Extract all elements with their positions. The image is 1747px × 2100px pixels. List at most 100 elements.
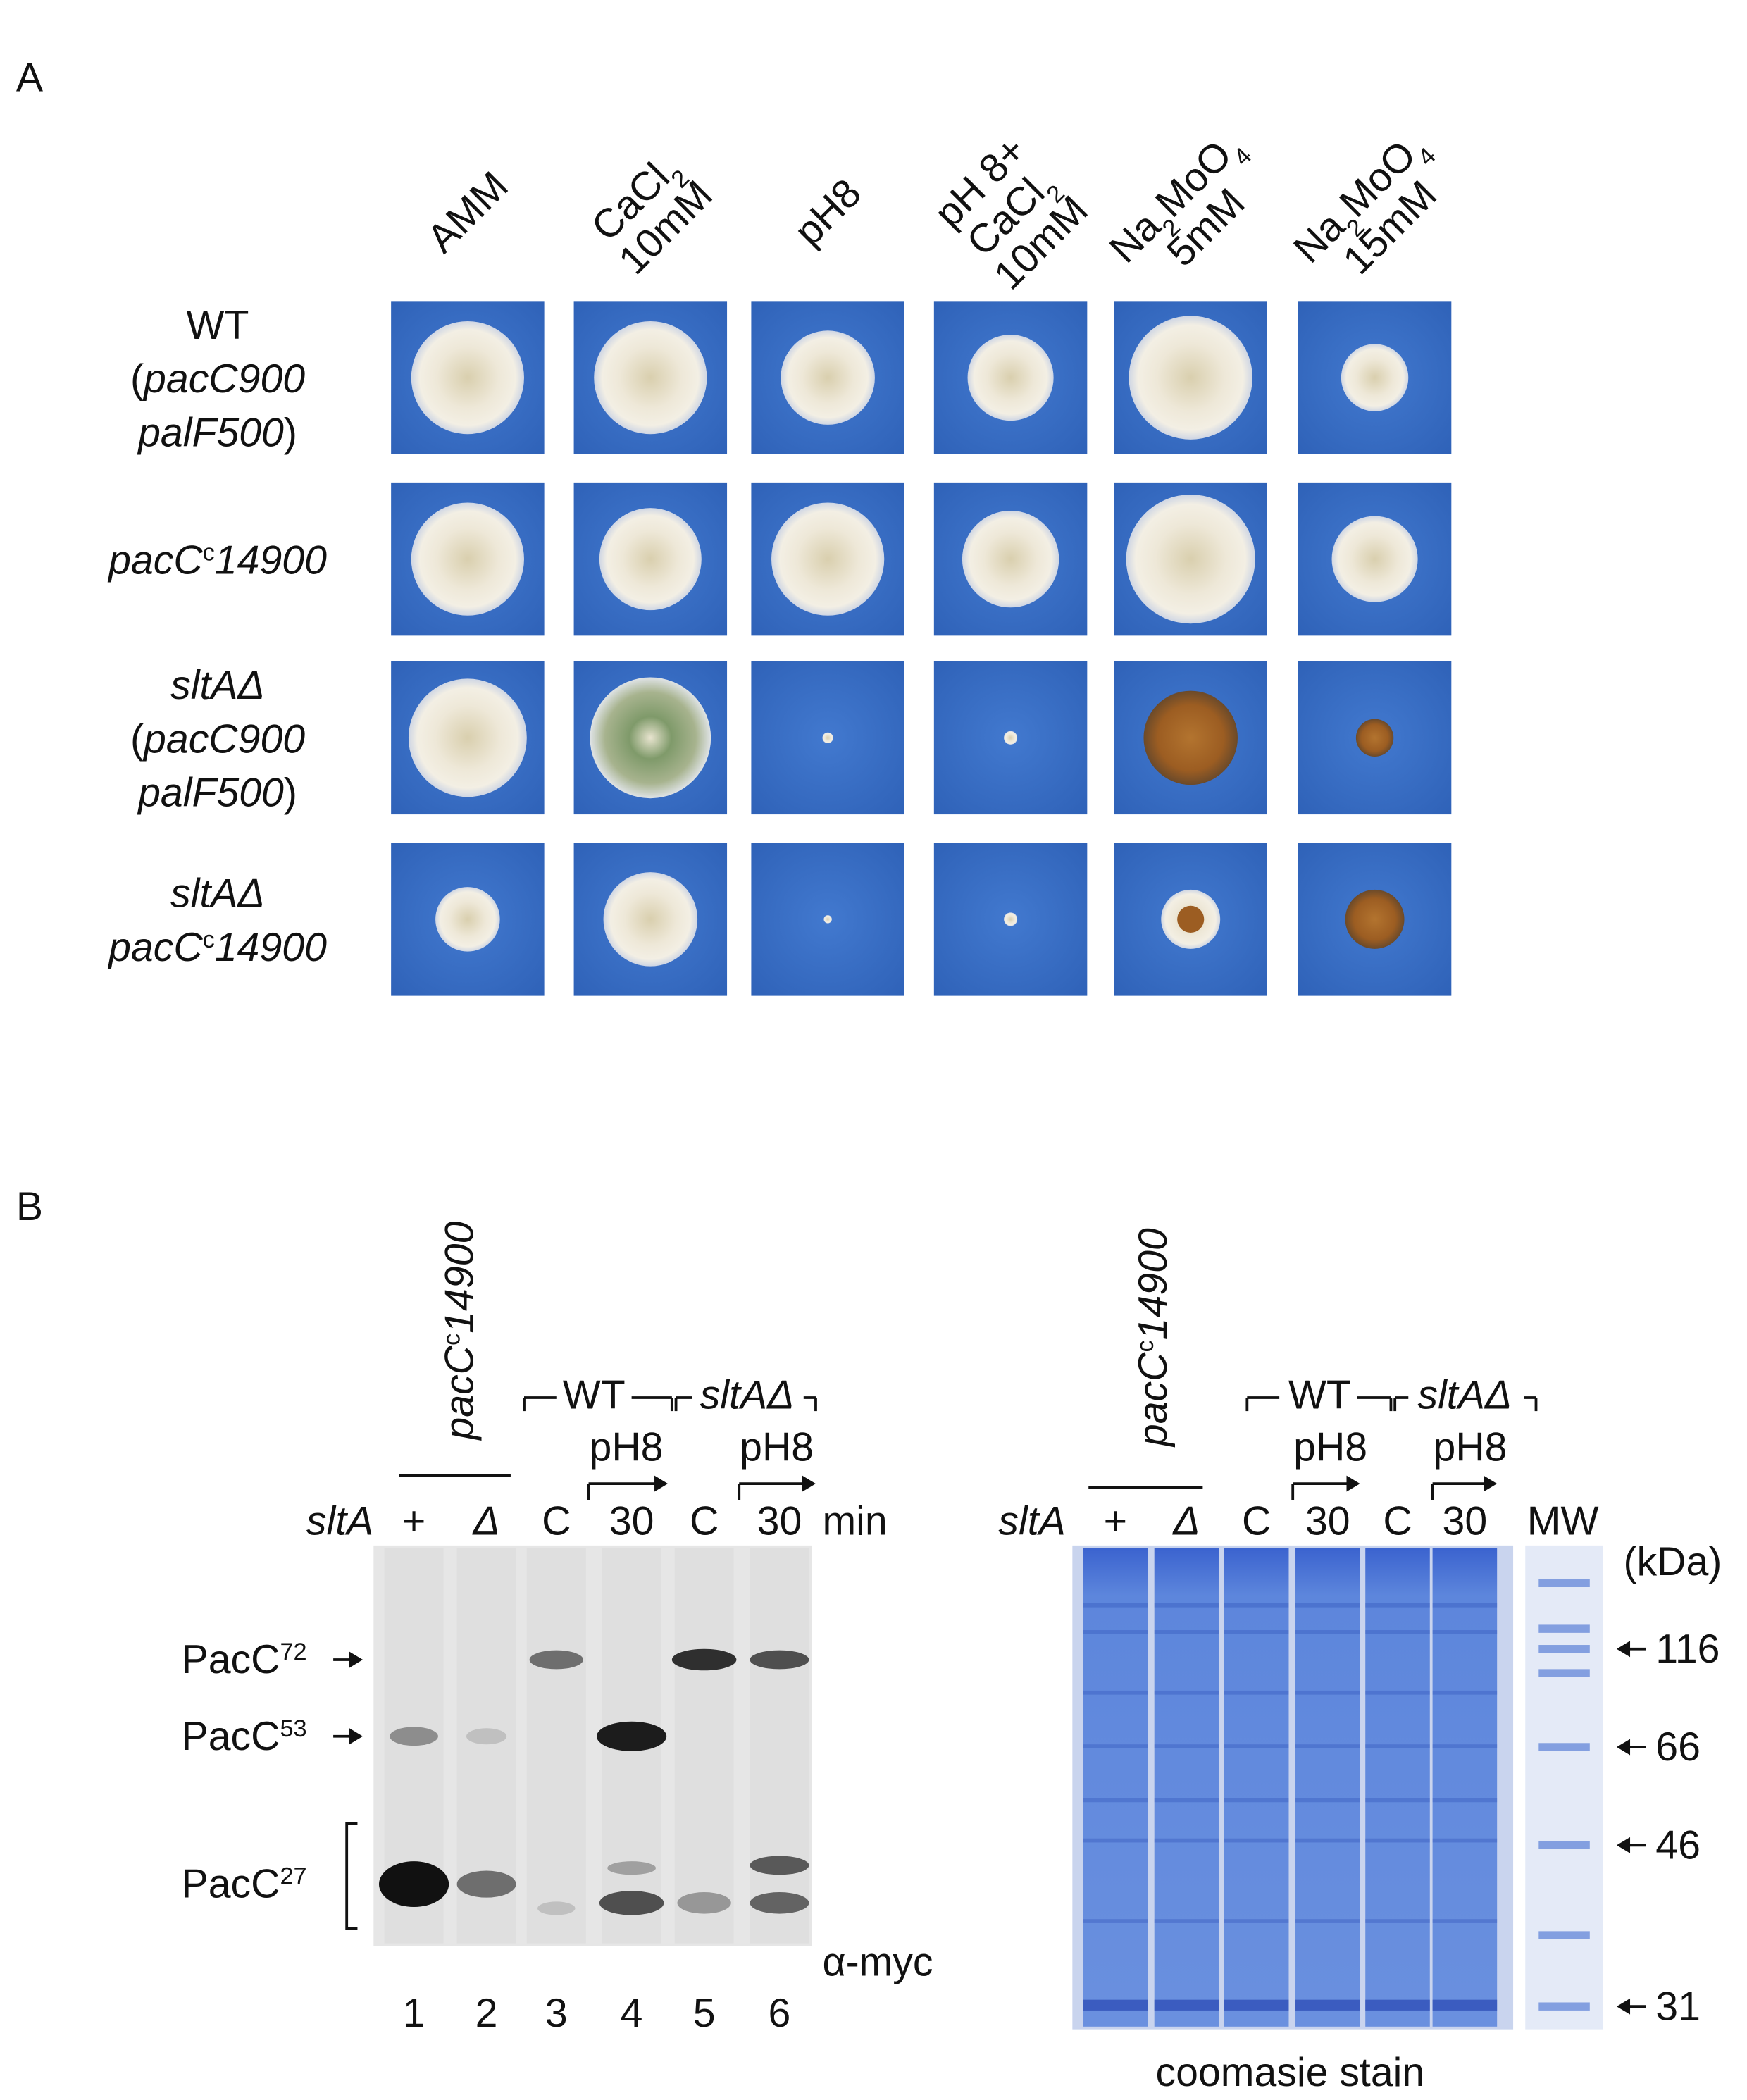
arrow-head [802, 1475, 816, 1492]
band-label: PacC27 [182, 1862, 307, 1907]
gel-band [1154, 1919, 1219, 1923]
text-part: sltA [998, 1499, 1065, 1544]
marker-label: 116 [1655, 1627, 1720, 1672]
text-part: 14900 [215, 538, 327, 583]
colony [1355, 719, 1394, 757]
marker-band [1538, 1931, 1590, 1939]
gel-band [1083, 1798, 1148, 1803]
row-label: pacCc14900 [107, 538, 327, 583]
lane-number: 3 [545, 1991, 568, 2036]
gel-band [1295, 1603, 1360, 1608]
marker-band [1538, 1624, 1590, 1633]
lane-smear [526, 1548, 586, 1944]
colony [1004, 731, 1018, 745]
arrow-head [349, 1728, 363, 1745]
text-part: C [690, 1499, 719, 1544]
colony-center [1177, 905, 1205, 933]
gel-band [1432, 1838, 1498, 1843]
unit-label: min [823, 1499, 888, 1544]
column-header: AMM [418, 163, 517, 262]
gel-band [1083, 1690, 1148, 1695]
gel-band [1224, 1838, 1289, 1843]
lane-label: C [1383, 1499, 1412, 1544]
row-label: (pacC900 [130, 716, 305, 762]
colony [1331, 516, 1418, 602]
marker-band [1538, 2002, 1590, 2011]
text-part: 14900 [215, 925, 327, 970]
gel-band [1432, 1798, 1498, 1803]
text-part: c [203, 926, 215, 953]
text-part: ( [130, 356, 144, 402]
gel-lane [1295, 1548, 1360, 2027]
row-label: sltAΔ [170, 663, 265, 708]
text-part: pH8 [785, 170, 869, 254]
band [750, 1892, 809, 1914]
gel-band [1365, 1603, 1430, 1608]
row-label: (pacC900 [130, 356, 305, 402]
lane-label: C [542, 1499, 571, 1544]
arrow-head [1616, 1641, 1631, 1658]
gel-band [1154, 1690, 1219, 1695]
gel-band [1083, 1630, 1148, 1634]
text-part: AMM [418, 163, 517, 262]
text-part: 27 [280, 1863, 306, 1890]
text-part: ) [284, 771, 297, 816]
lane-label: C [690, 1499, 719, 1544]
gel-band [1365, 1630, 1430, 1634]
gel-band [1154, 1744, 1219, 1748]
text-part: + [1104, 1499, 1127, 1544]
colony [823, 915, 832, 924]
text-part: Δ [471, 1499, 499, 1544]
text-part: pacC900 [142, 356, 305, 402]
marker-lane [1525, 1545, 1603, 2030]
gel-band [1365, 1690, 1430, 1695]
gel-band [1432, 1630, 1498, 1634]
gel-band [1083, 1999, 1148, 2011]
lane-number: 2 [475, 1991, 498, 2036]
gel-band [1083, 1919, 1148, 1923]
lane-label: MW [1527, 1499, 1599, 1544]
gel-band [1365, 1798, 1430, 1803]
antibody-label: α-myc [823, 1939, 933, 1984]
gel-band [1295, 1919, 1360, 1923]
text-part: sltAΔ [170, 871, 265, 917]
marker-label: 66 [1655, 1725, 1701, 1770]
row-label: sltA [306, 1499, 373, 1544]
construct-label: pacCc14900 [437, 1222, 483, 1441]
row-label: sltA [998, 1499, 1065, 1544]
row-label: palF500) [137, 771, 297, 816]
text-part: pacC [107, 538, 203, 583]
group-label: sltAΔ [700, 1372, 795, 1417]
arrow-head [1484, 1475, 1498, 1492]
gel-band [1154, 1630, 1219, 1634]
gel-band [1365, 1838, 1430, 1843]
gel-band [1083, 1744, 1148, 1748]
text-part: WT [1288, 1372, 1351, 1417]
colony [771, 502, 885, 616]
text-part: 72 [280, 1639, 306, 1665]
row-label: sltAΔ [170, 871, 265, 917]
lane-label: Δ [1171, 1499, 1200, 1544]
bracket [345, 1822, 358, 1930]
arrow-head [1346, 1475, 1360, 1492]
construct-label: pacCc14900 [1131, 1228, 1176, 1448]
lane-label: 30 [757, 1499, 802, 1544]
lane-smear [750, 1548, 809, 1944]
marker-label: 46 [1655, 1822, 1701, 1868]
text-part: sltAΔ [170, 663, 265, 708]
marker-band [1538, 1841, 1590, 1850]
text-part: c [439, 1334, 466, 1346]
lane-label: 30 [609, 1499, 654, 1544]
band [677, 1892, 731, 1914]
gel-band [1295, 1798, 1360, 1803]
colony [1345, 889, 1405, 949]
band [750, 1856, 809, 1875]
colony [1129, 316, 1252, 440]
lane-number: 5 [693, 1991, 716, 2036]
gel-band [1083, 1603, 1148, 1608]
colony [1341, 344, 1409, 411]
treatment-label: pH8 [590, 1425, 664, 1470]
arrow-head [349, 1651, 363, 1668]
lane-number: 1 [403, 1991, 425, 2036]
